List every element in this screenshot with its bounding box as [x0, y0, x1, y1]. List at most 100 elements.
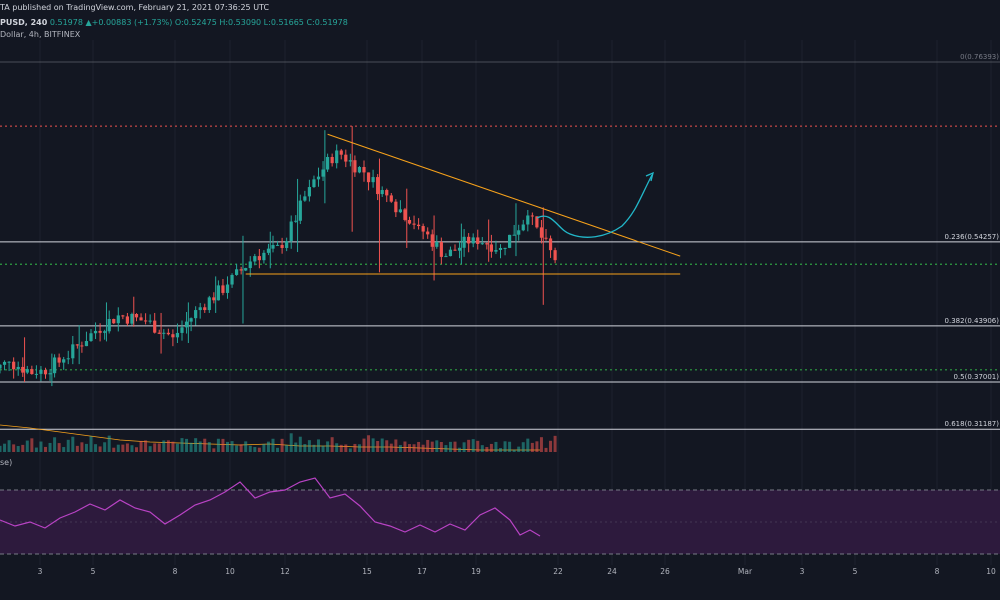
candle-body — [462, 236, 466, 248]
candle-body — [84, 341, 89, 347]
candle-body — [430, 234, 434, 247]
candle-body — [66, 358, 70, 360]
x-tick-label: 8 — [173, 567, 178, 576]
candle-body — [294, 220, 298, 222]
candle-body — [39, 369, 43, 374]
volume-bar — [289, 433, 293, 452]
drawings — [245, 133, 681, 275]
fib-levels: 0(0.76393) 0.236(0.54257) 0.382(0.43906) 0.… — [0, 53, 1000, 430]
candle-body — [12, 361, 16, 370]
candle-body — [316, 176, 321, 180]
volume-bar — [162, 440, 166, 452]
volume-bar — [144, 440, 148, 452]
volume-bar — [89, 436, 93, 452]
volume-bar — [194, 438, 198, 452]
volume-bar — [148, 446, 152, 452]
volume-bar — [189, 442, 193, 452]
rsi-line — [0, 477, 541, 537]
volume-bar — [453, 441, 457, 452]
volume-bar — [276, 447, 280, 452]
candle-body — [171, 334, 175, 338]
candle-body — [121, 315, 125, 317]
candle-body — [380, 190, 384, 195]
volume-bar — [216, 438, 220, 452]
candle-body — [366, 172, 371, 183]
x-tick-label: 22 — [553, 567, 563, 576]
candle-body — [257, 256, 261, 261]
candle-body — [53, 357, 57, 374]
x-tick-label: 24 — [607, 567, 617, 576]
volume-bar — [230, 441, 234, 452]
publisher-line: TA published on TradingView.com, Februar… — [0, 3, 269, 12]
candle-body — [362, 167, 366, 173]
candle-body — [7, 361, 11, 363]
volume-bar — [130, 445, 134, 452]
candle-body — [248, 261, 252, 269]
candle-body — [526, 215, 530, 225]
volume-bar — [544, 447, 548, 452]
volume-bar — [116, 444, 120, 452]
volume-bar — [517, 446, 521, 452]
candle-body — [157, 332, 161, 334]
x-tick-label: 8 — [935, 567, 940, 576]
volume-bar — [7, 440, 11, 452]
volume-bar — [394, 439, 398, 452]
fib-level-label: 0.382(0.43906) — [945, 317, 1000, 325]
volume-bar — [367, 435, 371, 452]
candle-body — [271, 245, 275, 249]
volume-bar — [25, 440, 29, 452]
candle-body — [544, 237, 548, 239]
volume-bar — [526, 438, 530, 452]
candle-body — [62, 359, 66, 363]
publisher-text: TA published on TradingView.com, Februar… — [0, 3, 270, 12]
candle-body — [371, 177, 375, 183]
candle-body — [198, 307, 202, 311]
volume-bar — [103, 442, 107, 452]
volume-bar — [135, 447, 138, 452]
candles — [0, 126, 557, 387]
candle-body — [194, 310, 198, 319]
candle-body — [357, 167, 362, 173]
volume-bar — [499, 448, 502, 452]
candle-body — [34, 373, 38, 375]
ohlc-line: PUSD, 240 0.51978 ▲+0.00883 (+1.73%) O:0… — [0, 18, 348, 27]
candle-body — [239, 269, 243, 271]
candle-body — [266, 248, 271, 253]
candle-body — [71, 344, 75, 359]
volume-bar — [112, 447, 116, 452]
candle-body — [0, 364, 2, 369]
candle-body — [512, 234, 516, 236]
candle-body — [467, 236, 471, 244]
candle-body — [16, 366, 20, 370]
volume-bar — [198, 441, 202, 452]
volume-bar — [180, 438, 184, 452]
volume-bar — [430, 441, 434, 452]
x-tick-label: 12 — [280, 567, 290, 576]
volume-bar — [12, 444, 16, 452]
volume-bar — [235, 445, 239, 452]
volume-bar — [125, 443, 129, 452]
candle-body — [444, 256, 448, 258]
candle-body — [476, 237, 480, 244]
volume-bar — [471, 439, 475, 452]
symbol-text[interactable]: PUSD, 240 — [0, 18, 48, 27]
x-tick-label: 10 — [225, 567, 235, 576]
candle-body — [162, 332, 166, 334]
chart-header: TA published on TradingView.com, Februar… — [0, 0, 1000, 40]
volume-bar — [175, 443, 179, 452]
volume-bar — [439, 441, 443, 452]
volume-bar — [362, 438, 366, 452]
x-tick-label: 15 — [362, 567, 372, 576]
candle-body — [344, 154, 348, 162]
volume-bar — [330, 437, 334, 452]
volume-bar — [253, 447, 257, 452]
volume-bar — [421, 444, 425, 452]
volume-bar — [57, 443, 61, 452]
candle-body — [80, 345, 84, 347]
volume-bar — [30, 438, 34, 452]
candle-body — [225, 284, 230, 293]
volume-bar — [207, 442, 211, 452]
candle-body — [134, 313, 139, 318]
volume-bar — [0, 445, 2, 452]
